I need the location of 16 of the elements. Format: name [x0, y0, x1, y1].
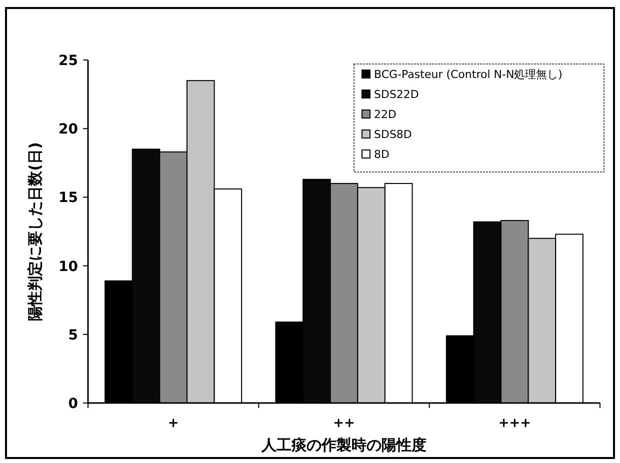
legend-label: 8D	[374, 148, 390, 161]
y-tick-label: 10	[58, 258, 78, 275]
y-axis-title: 陽性判定に要した日数(日)	[26, 142, 44, 321]
y-tick-label: 15	[58, 190, 78, 206]
y-tick-label: 20	[58, 122, 78, 138]
y-tick-label: 0	[68, 396, 78, 412]
y-tick-label: 25	[58, 53, 78, 69]
legend-label: BCG-Pasteur (Control N-N処理無し)	[374, 68, 562, 81]
legend-label: SDS8D	[374, 128, 412, 141]
legend-label: 22D	[374, 108, 396, 121]
legend-label: SDS22D	[374, 88, 419, 101]
y-tick-label: 5	[68, 327, 78, 344]
x-tick-label: +++	[498, 416, 532, 431]
x-tick-label: +	[168, 416, 179, 431]
x-tick-label: ++	[333, 416, 355, 431]
x-axis-title: 人工痰の作製時の陽性度	[260, 436, 426, 454]
